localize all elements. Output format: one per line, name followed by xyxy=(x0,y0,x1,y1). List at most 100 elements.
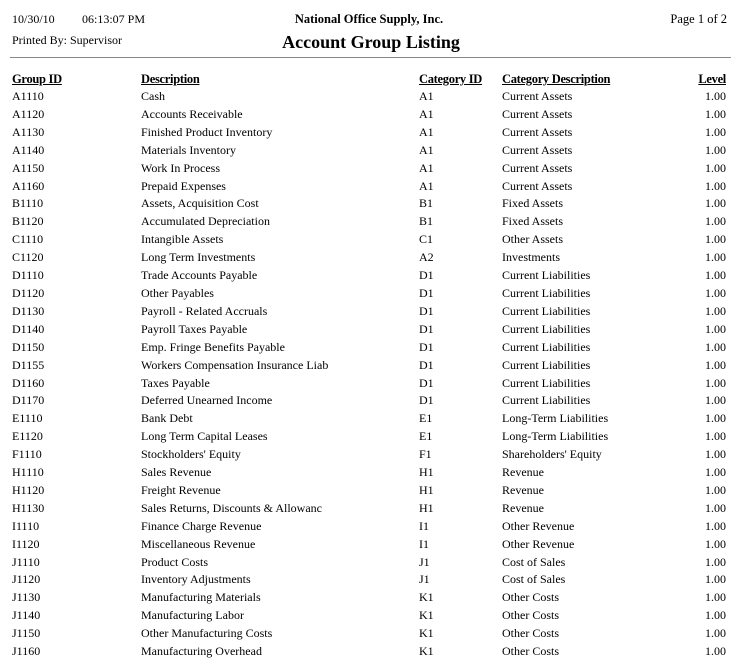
cell-level: 1.00 xyxy=(705,89,726,103)
cell-category-id: I1 xyxy=(419,518,429,533)
cell-description: Bank Debt xyxy=(141,411,193,426)
cell-category-id: D1 xyxy=(419,268,434,283)
cell-category-description: Current Assets xyxy=(502,142,573,157)
cell-category-description: Other Revenue xyxy=(502,536,575,551)
table-row: B1110 Assets, Acquisition Cost B1 Fixed Ass… xyxy=(0,196,738,214)
cell-category-description: Current Liabilities xyxy=(502,321,591,336)
table-row: H1110 Sales Revenue H1 Revenue 1.00 xyxy=(0,465,738,483)
cell-category-id: I1 xyxy=(419,536,429,551)
table-row: D1160 Taxes Payable D1 Current Liabilities 1… xyxy=(0,376,738,394)
cell-group-id: D1120 xyxy=(12,285,45,300)
cell-category-description: Revenue xyxy=(502,465,544,480)
cell-category-description: Current Liabilities xyxy=(502,357,591,372)
column-header-level: Level xyxy=(698,72,726,86)
cell-category-description: Revenue xyxy=(502,482,544,497)
cell-category-description: Fixed Assets xyxy=(502,214,564,229)
cell-description: Intangible Assets xyxy=(141,232,224,247)
cell-category-description: Revenue xyxy=(502,500,544,515)
page-indicator: Page 1 of 2 xyxy=(670,12,727,26)
cell-category-description: Cost of Sales xyxy=(502,554,566,569)
table-row: A1150 Work In Process A1 Current Assets 1.00 xyxy=(0,161,738,179)
cell-level: 1.00 xyxy=(705,626,726,641)
cell-description: Work In Process xyxy=(141,160,221,175)
cell-group-id: A1150 xyxy=(12,160,45,175)
print-date: 10/30/10 xyxy=(12,12,55,26)
cell-description: Taxes Payable xyxy=(141,375,210,390)
cell-category-description: Current Liabilities xyxy=(502,285,591,300)
cell-level: 1.00 xyxy=(705,339,726,354)
cell-group-id: D1155 xyxy=(12,357,45,372)
table-row: F1110 Stockholders' Equity F1 Shareholders'… xyxy=(0,447,738,465)
table-row: A1120 Accounts Receivable A1 Current Assets… xyxy=(0,107,738,125)
cell-description: Sales Revenue xyxy=(141,465,212,480)
company-name: National Office Supply, Inc. xyxy=(294,12,444,26)
cell-category-id: D1 xyxy=(419,375,434,390)
cell-group-id: A1120 xyxy=(12,106,45,121)
cell-category-id: K1 xyxy=(419,590,434,605)
table-row: D1170 Deferred Unearned Income D1 Current L… xyxy=(0,393,738,411)
cell-category-id: H1 xyxy=(419,482,434,497)
cell-level: 1.00 xyxy=(705,268,726,283)
cell-category-id: C1 xyxy=(419,232,434,247)
cell-category-id: D1 xyxy=(419,339,434,354)
table-row: I1120 Miscellaneous Revenue I1 Other Revenu… xyxy=(0,537,738,555)
cell-description: Other Payables xyxy=(141,285,214,300)
cell-level: 1.00 xyxy=(705,644,726,659)
cell-category-description: Current Liabilities xyxy=(502,375,591,390)
cell-description: Sales Returns, Discounts & Allowanc xyxy=(141,500,322,515)
cell-description: Workers Compensation Insurance Liab xyxy=(141,357,329,372)
cell-description: Inventory Adjustments xyxy=(141,572,251,587)
table-row: J1120 Inventory Adjustments J1 Cost of Sale… xyxy=(0,572,738,590)
cell-group-id: J1160 xyxy=(12,644,41,659)
cell-level: 1.00 xyxy=(705,357,726,372)
cell-description: Materials Inventory xyxy=(141,142,236,157)
cell-group-id: H1120 xyxy=(12,482,45,497)
cell-level: 1.00 xyxy=(705,303,726,318)
cell-category-description: Other Revenue xyxy=(502,518,575,533)
cell-group-id: D1150 xyxy=(12,339,45,354)
cell-category-description: Investments xyxy=(502,250,560,265)
cell-level: 1.00 xyxy=(705,142,726,157)
table-row: C1110 Intangible Assets C1 Other Assets 1.00 xyxy=(0,232,738,250)
cell-group-id: J1150 xyxy=(12,626,41,641)
cell-group-id: I1120 xyxy=(12,536,40,551)
cell-level: 1.00 xyxy=(705,214,726,229)
cell-category-id: B1 xyxy=(419,196,434,211)
cell-group-id: D1160 xyxy=(12,375,45,390)
cell-category-id: A1 xyxy=(419,142,434,157)
table-row: H1130 Sales Returns, Discounts & Allowanc… xyxy=(0,501,738,519)
cell-description: Manufacturing Overhead xyxy=(141,644,262,659)
cell-level: 1.00 xyxy=(705,572,726,587)
cell-group-id: H1130 xyxy=(12,500,45,515)
column-header-group-id: Group ID xyxy=(12,72,62,86)
column-header-category-description: Category Description xyxy=(502,72,611,86)
cell-description: Payroll Taxes Payable xyxy=(141,321,248,336)
cell-description: Freight Revenue xyxy=(141,482,221,497)
table-row: A1140 Materials Inventory A1 Current Assets… xyxy=(0,143,738,161)
cell-category-description: Current Liabilities xyxy=(502,268,591,283)
cell-description: Prepaid Expenses xyxy=(141,178,226,193)
cell-category-description: Fixed Assets xyxy=(502,196,564,211)
cell-level: 1.00 xyxy=(705,465,726,480)
table-row: E1110 Bank Debt E1 Long-Term Liabilities 1.0… xyxy=(0,411,738,429)
cell-description: Emp. Fringe Benefits Payable xyxy=(141,339,285,354)
cell-group-id: H1110 xyxy=(12,465,44,480)
cell-category-description: Cost of Sales xyxy=(502,572,566,587)
table-row: J1150 Other Manufacturing Costs K1 Other Co… xyxy=(0,626,738,644)
cell-description: Payroll - Related Accruals xyxy=(141,303,268,318)
cell-category-description: Current Assets xyxy=(502,178,573,193)
table-row: B1120 Accumulated Depreciation B1 Fixed Ass… xyxy=(0,214,738,232)
cell-level: 1.00 xyxy=(705,482,726,497)
cell-category-id: H1 xyxy=(419,465,434,480)
header-divider xyxy=(10,57,731,58)
cell-description: Cash xyxy=(141,89,165,103)
cell-category-description: Other Costs xyxy=(502,590,559,605)
cell-group-id: B1120 xyxy=(12,214,44,229)
table-row: J1110 Product Costs J1 Cost of Sales 1.00 xyxy=(0,555,738,573)
cell-group-id: D1170 xyxy=(12,393,45,408)
cell-group-id: J1130 xyxy=(12,590,41,605)
cell-group-id: J1140 xyxy=(12,608,41,623)
cell-description: Accumulated Depreciation xyxy=(141,214,270,229)
cell-group-id: F1110 xyxy=(12,447,42,462)
cell-level: 1.00 xyxy=(705,554,726,569)
